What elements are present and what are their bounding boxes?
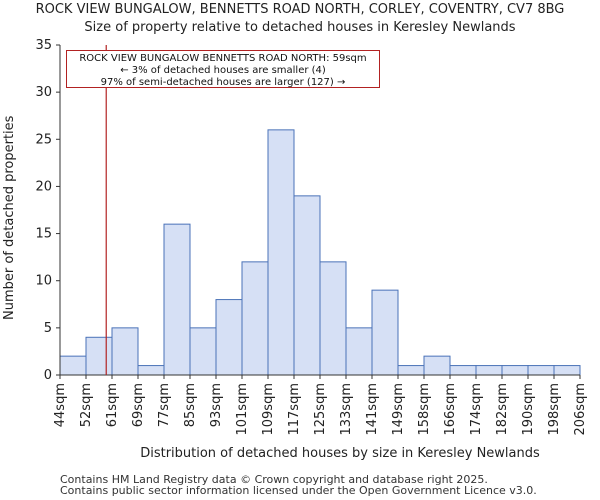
histogram-bar: [215, 299, 243, 376]
x-tick-label: 77sqm: [157, 383, 172, 427]
y-tick-label: 25: [35, 132, 52, 147]
chart-subtitle: Size of property relative to detached ho…: [84, 20, 516, 35]
y-axis-label: Number of detached properties: [2, 115, 17, 320]
footer-line-2: Contains public sector information licen…: [60, 484, 537, 497]
y-tick-label: 15: [35, 227, 52, 242]
x-tick-label: 190sqm: [521, 383, 536, 436]
x-tick-label: 93sqm: [209, 383, 224, 427]
histogram-bar: [241, 261, 269, 376]
histogram-bar: [111, 327, 139, 376]
histogram-bar: [527, 365, 555, 376]
histogram-bar: [85, 336, 113, 376]
x-tick-label: 125sqm: [313, 383, 328, 436]
histogram-bar: [371, 289, 399, 376]
x-tick-label: 149sqm: [391, 383, 406, 436]
histogram-bar: [267, 129, 295, 376]
x-axis-label: Distribution of detached houses by size …: [140, 446, 540, 461]
footer-line-1: Contains HM Land Registry data © Crown c…: [60, 473, 488, 486]
y-tick-label: 35: [35, 38, 52, 53]
x-tick-label: 117sqm: [287, 383, 302, 436]
histogram-bar: [449, 365, 477, 376]
y-tick-label: 10: [35, 274, 52, 289]
annotation-line-2: ← 3% of detached houses are smaller (4): [120, 65, 326, 76]
x-tick-label: 166sqm: [443, 383, 458, 436]
x-tick-label: 141sqm: [365, 383, 380, 436]
histogram-bar: [501, 365, 529, 376]
x-tick-label: 174sqm: [469, 383, 484, 436]
x-tick-label: 109sqm: [261, 383, 276, 436]
histogram-bar: [189, 327, 217, 376]
histogram-bar: [423, 355, 451, 376]
property-annotation: ROCK VIEW BUNGALOW BENNETTS ROAD NORTH: …: [66, 50, 380, 88]
x-tick-label: 69sqm: [131, 383, 146, 427]
x-tick-label: 85sqm: [183, 383, 198, 427]
x-tick-label: 198sqm: [547, 383, 562, 436]
y-tick-label: 5: [44, 321, 52, 336]
chart-title: ROCK VIEW BUNGALOW, BENNETTS ROAD NORTH,…: [35, 2, 565, 17]
histogram-bar: [397, 365, 425, 376]
annotation-line-1: ROCK VIEW BUNGALOW BENNETTS ROAD NORTH: …: [79, 53, 367, 64]
x-tick-label: 206sqm: [573, 383, 588, 436]
histogram-bar: [59, 355, 87, 376]
histogram-bar: [345, 327, 373, 376]
x-tick-label: 44sqm: [53, 383, 68, 427]
histogram-bar: [319, 261, 347, 376]
histogram-bar: [553, 365, 581, 376]
y-tick-label: 30: [35, 85, 52, 100]
x-tick-label: 133sqm: [339, 383, 354, 436]
y-tick-label: 20: [35, 179, 52, 194]
y-tick-label: 0: [44, 368, 52, 383]
x-tick-label: 158sqm: [417, 383, 432, 436]
x-tick-label: 52sqm: [79, 383, 94, 427]
histogram-bar: [163, 223, 191, 376]
histogram-bar: [475, 365, 503, 376]
x-tick-label: 61sqm: [105, 383, 120, 427]
histogram-bar: [293, 195, 321, 376]
x-tick-label: 182sqm: [495, 383, 510, 436]
x-tick-label: 101sqm: [235, 383, 250, 436]
annotation-line-3: 97% of semi-detached houses are larger (…: [100, 77, 346, 88]
histogram-bar: [137, 365, 165, 376]
